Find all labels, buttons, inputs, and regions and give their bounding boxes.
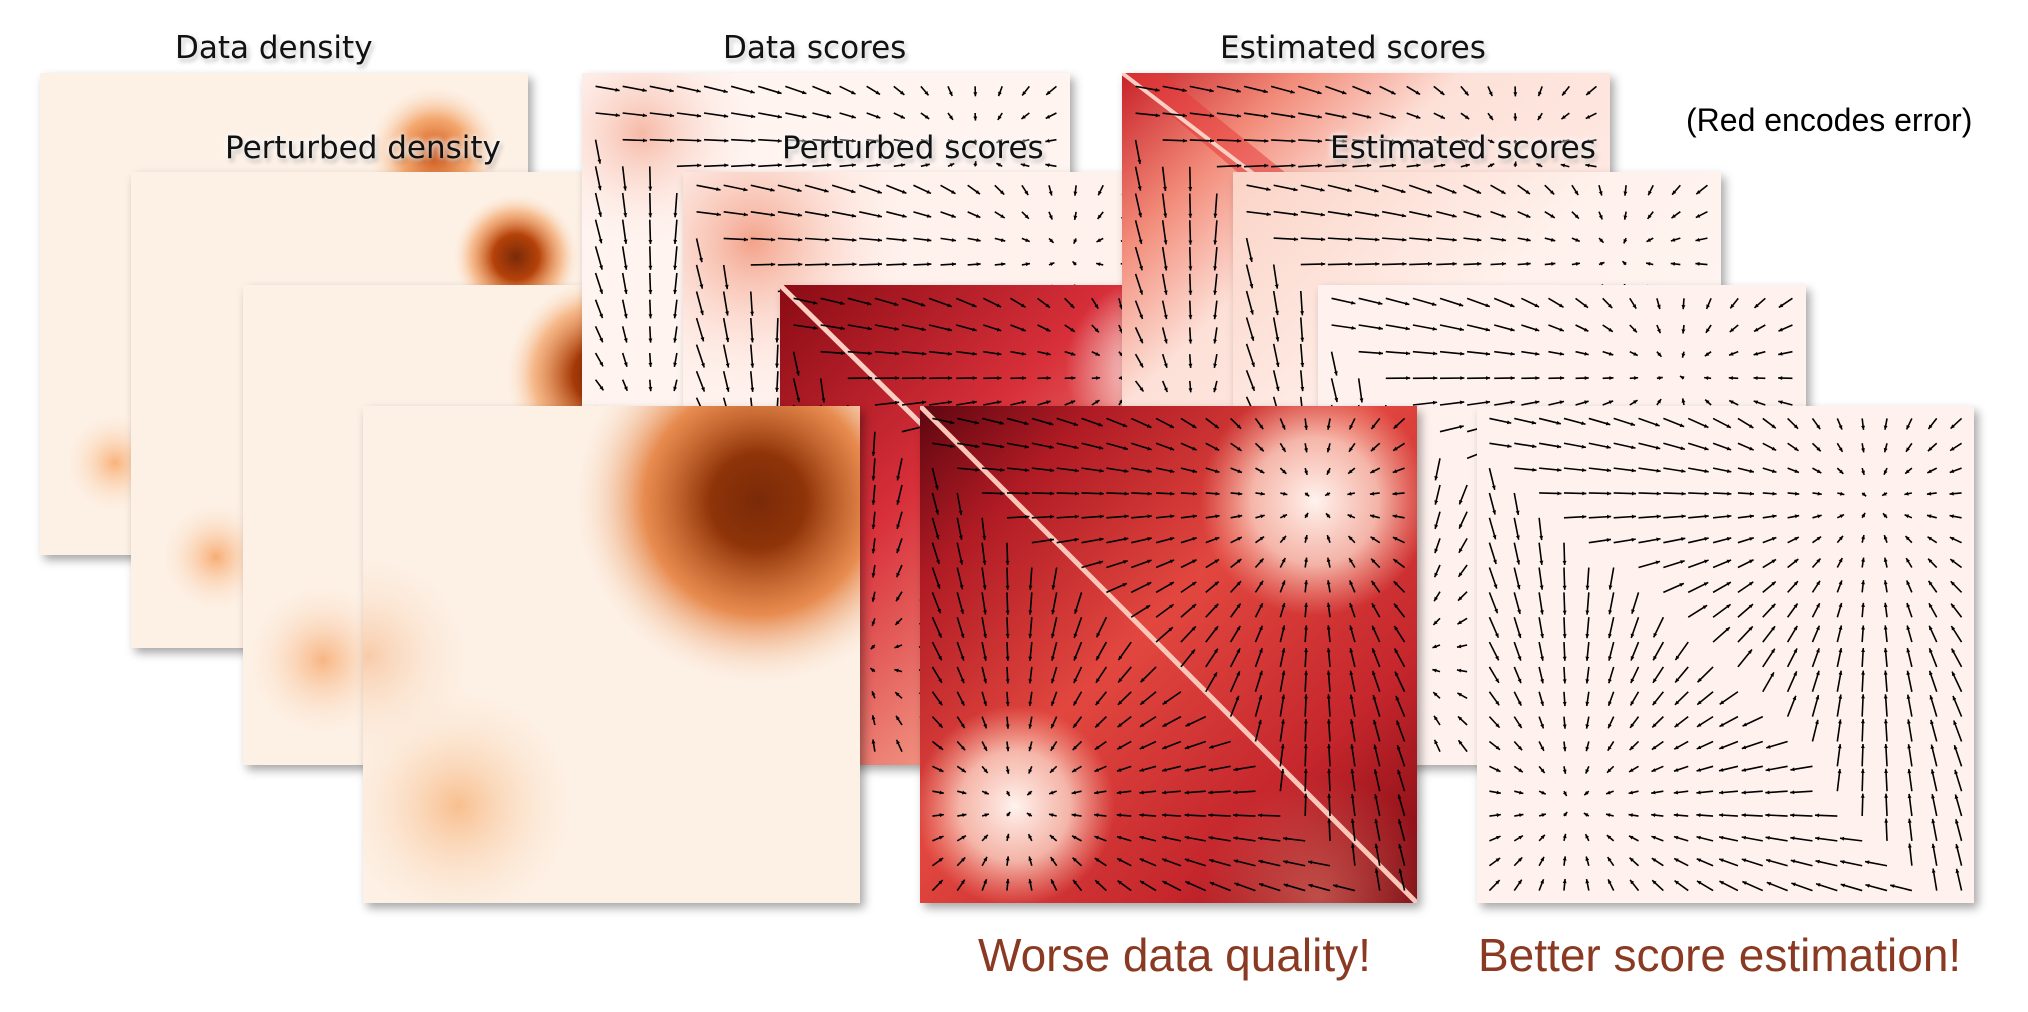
perturbed-density-label: Perturbed density — [225, 130, 501, 166]
estimated-scores-panel-4 — [1477, 406, 1974, 903]
estimated-scores-label-second: Estimated scores — [1330, 130, 1596, 166]
perturbed-density-panel-3 — [363, 406, 860, 903]
perturbed-scores-panel-3 — [920, 406, 1417, 903]
estimated-scores-label-top: Estimated scores — [1220, 30, 1486, 66]
perturbed-scores-label: Perturbed scores — [782, 130, 1044, 166]
red-encodes-error-note: (Red encodes error) — [1686, 102, 1973, 138]
worse-data-quality-caption: Worse data quality! — [978, 929, 1371, 981]
data-scores-label: Data scores — [723, 30, 907, 66]
better-score-estimation-caption: Better score estimation! — [1478, 929, 1962, 981]
data-density-label: Data density — [175, 30, 373, 66]
